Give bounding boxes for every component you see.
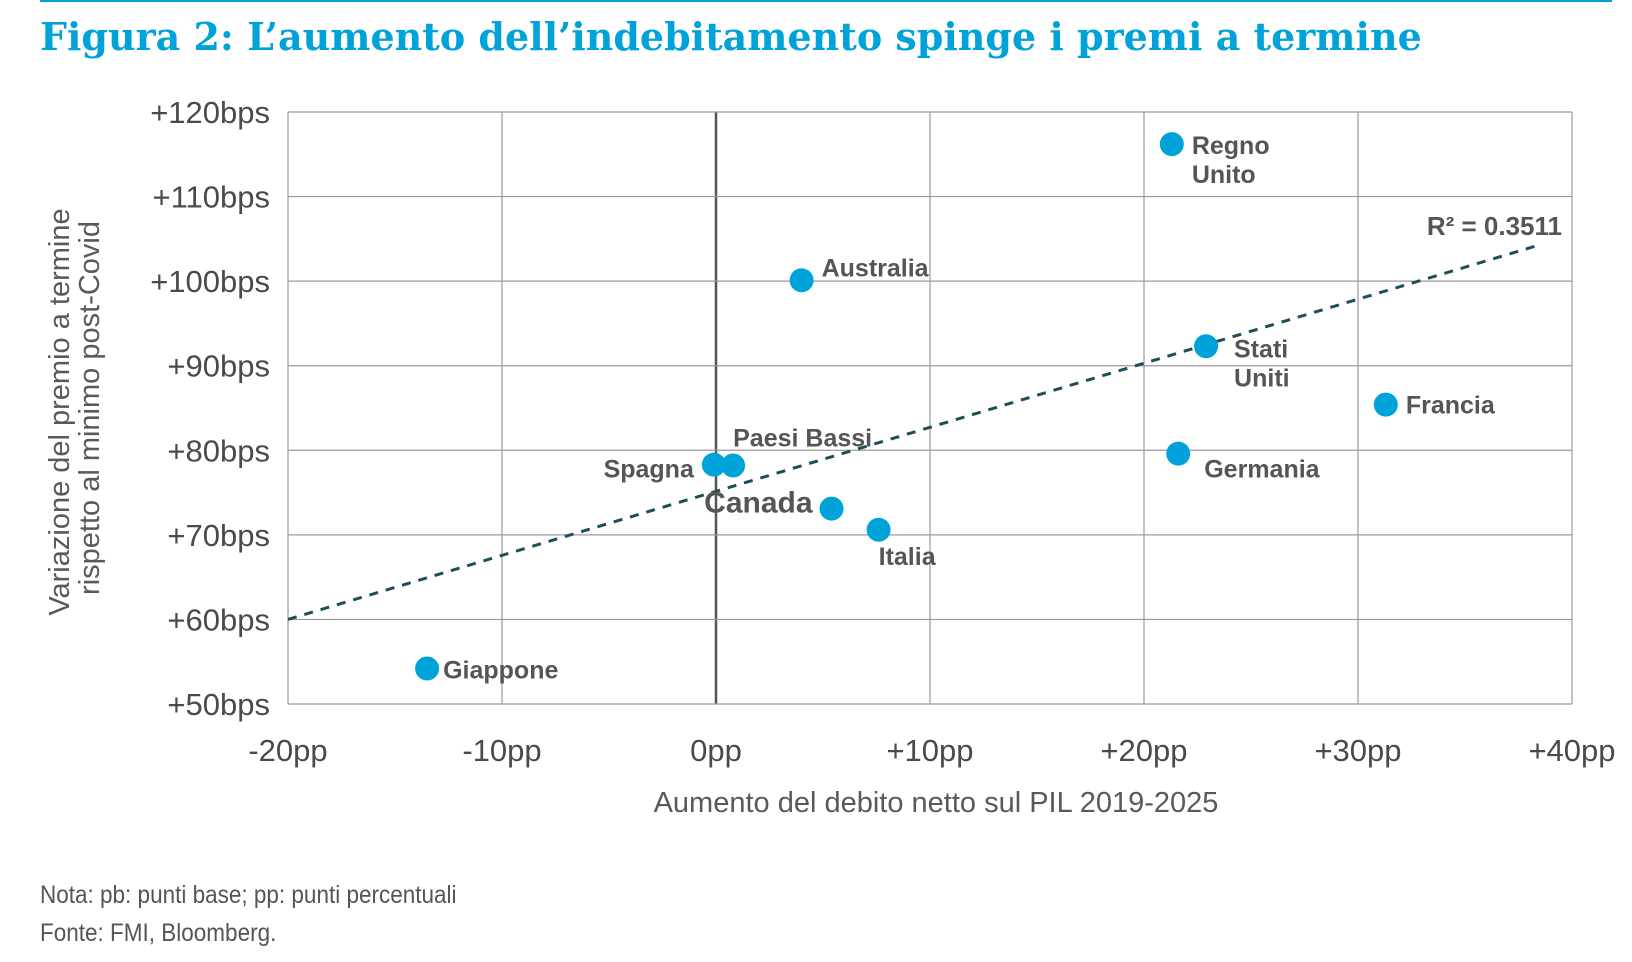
point-label-line: Francia xyxy=(1406,392,1496,420)
data-point xyxy=(701,452,726,477)
point-label: Regno Unito xyxy=(1192,132,1270,189)
trendline xyxy=(287,243,1541,621)
y-axis-title: Variazione del premio a termine rispetto… xyxy=(44,200,106,615)
point-label-line: Uniti xyxy=(1234,364,1290,392)
y-tick-label: +110bps xyxy=(152,180,270,215)
point-label-line: Spagna xyxy=(604,456,695,484)
point-label-line: Canada xyxy=(704,487,813,520)
point-label: Francia xyxy=(1406,392,1496,420)
y-axis-title-line-2: rispetto al minimo post-Covid xyxy=(74,221,106,595)
grid xyxy=(287,111,1573,705)
y-tick-labels: +50bps +60bps +70bps +80bps +90bps +100bps +11… xyxy=(150,95,270,722)
data-point xyxy=(819,496,844,521)
y-tick-label: +120bps xyxy=(150,95,270,130)
data-point xyxy=(721,453,746,478)
trendline-group: R² = 0.3511 xyxy=(287,211,1562,621)
x-axis-title: Aumento del debito netto sul PIL 2019-20… xyxy=(654,787,1219,819)
point-label: Australia xyxy=(822,254,930,282)
y-tick-label: +80bps xyxy=(167,433,270,468)
y-tick-label: +90bps xyxy=(167,349,270,384)
x-tick-label: -20pp xyxy=(248,733,327,768)
x-tick-label: +40pp xyxy=(1528,733,1615,768)
point-label-line: Giappone xyxy=(443,656,558,684)
point-label: Italia xyxy=(879,543,937,571)
x-tick-label: +10pp xyxy=(886,733,973,768)
y-tick-label: +100bps xyxy=(150,264,270,299)
y-tick-label: +50bps xyxy=(167,687,270,722)
x-tick-label: -10pp xyxy=(462,733,541,768)
x-tick-labels: -20pp -10pp 0pp +10pp +20pp +30pp +40pp xyxy=(248,733,1615,768)
points-group: Regno Unito Australia Stati Uniti Francia Germ… xyxy=(415,132,1496,684)
point-label: Stati Uniti xyxy=(1234,335,1290,392)
data-point xyxy=(415,656,440,681)
data-point xyxy=(1373,392,1398,417)
data-point xyxy=(1194,334,1219,359)
point-label-line: Unito xyxy=(1192,161,1256,189)
x-tick-label: 0pp xyxy=(690,733,742,768)
data-point xyxy=(866,517,891,542)
point-label: Canada xyxy=(704,487,813,520)
point-label: Germania xyxy=(1204,456,1320,484)
data-point xyxy=(789,268,814,293)
y-tick-label: +60bps xyxy=(167,602,270,637)
top-rule xyxy=(40,0,1612,2)
point-label: Spagna xyxy=(604,456,695,484)
data-point xyxy=(1166,441,1191,466)
note-line: Nota: pb: punti base; pp: punti percentu… xyxy=(40,881,457,909)
data-point xyxy=(1159,132,1184,157)
r-squared-label: R² = 0.3511 xyxy=(1427,211,1562,241)
notes: Nota: pb: punti base; pp: punti percentu… xyxy=(40,876,457,952)
point-label-line: Paesi Bassi xyxy=(733,425,872,453)
point-label-line: Australia xyxy=(822,254,930,282)
point-label-line: Italia xyxy=(879,543,937,571)
y-tick-label: +70bps xyxy=(167,518,270,553)
point-label-line: Stati xyxy=(1234,335,1288,363)
x-tick-label: +20pp xyxy=(1100,733,1187,768)
x-tick-label: +30pp xyxy=(1314,733,1401,768)
point-label: Paesi Bassi xyxy=(733,425,872,453)
point-label: Giappone xyxy=(443,656,558,684)
figure-title: Figura 2: L’aumento dell’indebitamento s… xyxy=(40,14,1422,59)
source-line: Fonte: FMI, Bloomberg. xyxy=(40,919,277,947)
point-label-line: Germania xyxy=(1204,456,1320,484)
point-label-line: Regno xyxy=(1192,132,1270,160)
y-axis-title-line-1: Variazione del premio a termine xyxy=(44,208,76,615)
